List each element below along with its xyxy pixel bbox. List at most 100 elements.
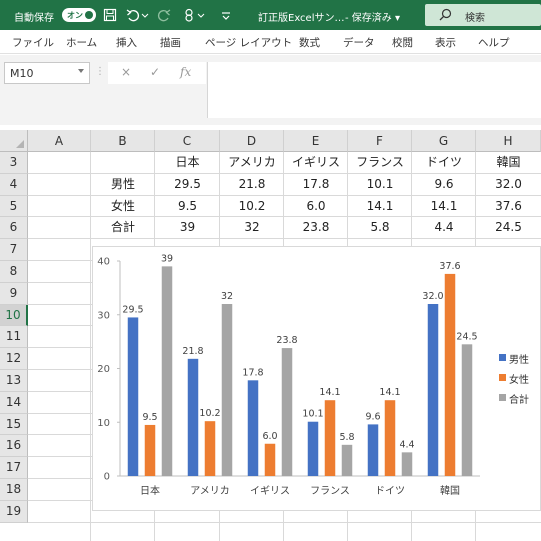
table-header-cell[interactable]: フランス bbox=[356, 155, 404, 169]
table-row-label[interactable]: 男性 bbox=[110, 176, 135, 191]
table-cell[interactable]: 6.0 bbox=[306, 198, 326, 213]
table-cell[interactable]: 23.8 bbox=[302, 220, 330, 235]
data-label: 23.8 bbox=[276, 335, 297, 346]
data-label: 10.1 bbox=[302, 409, 323, 420]
formula-bar: M10 ⋮ × ✓ fx bbox=[0, 55, 541, 125]
name-box[interactable]: M10 bbox=[4, 62, 90, 84]
row-header-14[interactable]: 14 bbox=[0, 391, 28, 414]
custom-command-icon[interactable] bbox=[181, 7, 197, 23]
table-cell[interactable]: 32 bbox=[244, 220, 260, 235]
undo-icon[interactable] bbox=[125, 7, 141, 23]
row-header-6[interactable]: 6 bbox=[0, 217, 28, 240]
row-gridline bbox=[28, 238, 541, 240]
column-header-f[interactable]: F bbox=[348, 130, 412, 152]
tab-review[interactable]: 校閲 bbox=[392, 37, 413, 49]
tab-home[interactable]: ホーム bbox=[66, 37, 98, 49]
row-header-9[interactable]: 9 bbox=[0, 282, 28, 305]
table-cell[interactable]: 32.0 bbox=[495, 176, 522, 191]
table-header-cell[interactable]: 韓国 bbox=[496, 155, 521, 169]
row-header-13[interactable]: 13 bbox=[0, 370, 28, 392]
row-header-8[interactable]: 8 bbox=[0, 261, 28, 283]
chevron-down-icon[interactable] bbox=[78, 69, 84, 73]
formula-input[interactable] bbox=[207, 62, 541, 118]
column-header-b[interactable]: B bbox=[91, 130, 155, 152]
table-cell[interactable]: 39 bbox=[179, 220, 196, 235]
select-all-icon bbox=[16, 140, 24, 148]
row-header-15[interactable]: 15 bbox=[0, 413, 28, 436]
row-header-10[interactable]: 10 bbox=[0, 304, 28, 327]
legend-swatch bbox=[499, 374, 506, 381]
table-cell[interactable]: 14.1 bbox=[430, 198, 458, 213]
x-tick-label: イギリス bbox=[250, 485, 290, 497]
column-header-c[interactable]: C bbox=[155, 130, 220, 152]
table-cell[interactable]: 37.6 bbox=[495, 198, 522, 213]
table-header-cell[interactable]: ドイツ bbox=[425, 155, 462, 169]
tab-data[interactable]: データ bbox=[343, 37, 375, 49]
tab-view[interactable]: 表示 bbox=[435, 37, 456, 49]
save-status[interactable]: - 保存済み ▾ bbox=[345, 13, 400, 24]
document-title[interactable]: 訂正版Excelサン… bbox=[258, 13, 345, 24]
row-header-12[interactable]: 12 bbox=[0, 348, 28, 370]
table-cell[interactable]: 21.8 bbox=[238, 176, 266, 191]
column-header-h[interactable]: H bbox=[476, 130, 541, 152]
row-header-3[interactable]: 3 bbox=[0, 152, 28, 174]
table-header-cell[interactable]: 日本 bbox=[175, 155, 200, 169]
save-icon[interactable] bbox=[102, 7, 118, 23]
table-cell[interactable]: 5.8 bbox=[370, 220, 390, 235]
legend-swatch bbox=[499, 354, 506, 361]
row-header-17[interactable]: 17 bbox=[0, 457, 28, 479]
row-header-7[interactable]: 7 bbox=[0, 239, 28, 261]
bar-0 bbox=[367, 424, 379, 476]
x-tick-label: 日本 bbox=[140, 484, 160, 497]
row-header-4[interactable]: 4 bbox=[0, 173, 28, 196]
table-cell[interactable]: 4.4 bbox=[434, 220, 454, 235]
table-header-cell[interactable]: イギリス bbox=[291, 155, 340, 169]
column-header-d[interactable]: D bbox=[220, 130, 284, 152]
table-header-cell[interactable]: アメリカ bbox=[228, 155, 276, 169]
undo-dropdown-icon[interactable] bbox=[141, 7, 149, 23]
autosave-toggle[interactable]: オン bbox=[62, 8, 96, 22]
table-cell[interactable]: 29.5 bbox=[174, 176, 201, 191]
table-cell[interactable]: 10.2 bbox=[238, 198, 266, 213]
tab-draw[interactable]: 描画 bbox=[160, 37, 181, 49]
autosave-label: 自動保存 bbox=[14, 13, 54, 24]
enter-icon[interactable]: ✓ bbox=[150, 65, 161, 79]
function-icon[interactable]: fx bbox=[180, 65, 192, 79]
select-all-button[interactable] bbox=[0, 130, 28, 152]
y-tick-label: 0 bbox=[104, 472, 110, 483]
table-cell[interactable]: 24.5 bbox=[495, 220, 522, 235]
tab-help[interactable]: ヘルプ bbox=[478, 37, 510, 49]
data-label: 5.8 bbox=[339, 432, 354, 443]
table-cell[interactable]: 17.8 bbox=[302, 176, 330, 191]
table-row-label[interactable]: 合計 bbox=[110, 220, 135, 235]
bar-0 bbox=[247, 380, 259, 476]
row-header-5[interactable]: 5 bbox=[0, 195, 28, 218]
tab-page-layout[interactable]: ページ レイアウト bbox=[205, 37, 293, 49]
cancel-icon[interactable]: × bbox=[121, 65, 132, 79]
column-header-g[interactable]: G bbox=[412, 130, 476, 152]
data-label: 39 bbox=[161, 253, 173, 264]
redo-icon[interactable] bbox=[156, 7, 172, 23]
table-cell[interactable]: 14.1 bbox=[366, 198, 394, 213]
search-box[interactable]: 検索 bbox=[425, 4, 541, 26]
row-header-18[interactable]: 18 bbox=[0, 479, 28, 501]
row-header-11[interactable]: 11 bbox=[0, 326, 28, 349]
chart[interactable]: 0 10 20 30 40 29.5 9.5 39 日本 21.8 10.2 32 アメリカ 17.8 6.… bbox=[92, 246, 541, 511]
formula-tools: × ✓ fx bbox=[108, 62, 206, 84]
tab-formulas[interactable]: 数式 bbox=[299, 37, 320, 49]
table-cell[interactable]: 9.6 bbox=[434, 176, 454, 191]
data-label: 17.8 bbox=[242, 367, 263, 378]
table-row-label[interactable]: 女性 bbox=[110, 198, 135, 213]
table-cell[interactable]: 10.1 bbox=[366, 176, 394, 191]
row-header-16[interactable]: 16 bbox=[0, 435, 28, 458]
table-cell[interactable]: 9.5 bbox=[177, 198, 198, 213]
column-header-a[interactable]: A bbox=[28, 130, 91, 152]
command-dropdown-icon[interactable] bbox=[197, 7, 205, 23]
tab-insert[interactable]: 挿入 bbox=[116, 37, 137, 49]
tab-file[interactable]: ファイル bbox=[12, 37, 54, 49]
customize-toolbar-icon[interactable] bbox=[218, 7, 234, 23]
column-header-e[interactable]: E bbox=[284, 130, 348, 152]
title-bar: 自動保存 オン 訂正版Excelサン… - 保存済み ▾ 検索 bbox=[0, 0, 541, 30]
row-header-19[interactable]: 19 bbox=[0, 500, 28, 523]
